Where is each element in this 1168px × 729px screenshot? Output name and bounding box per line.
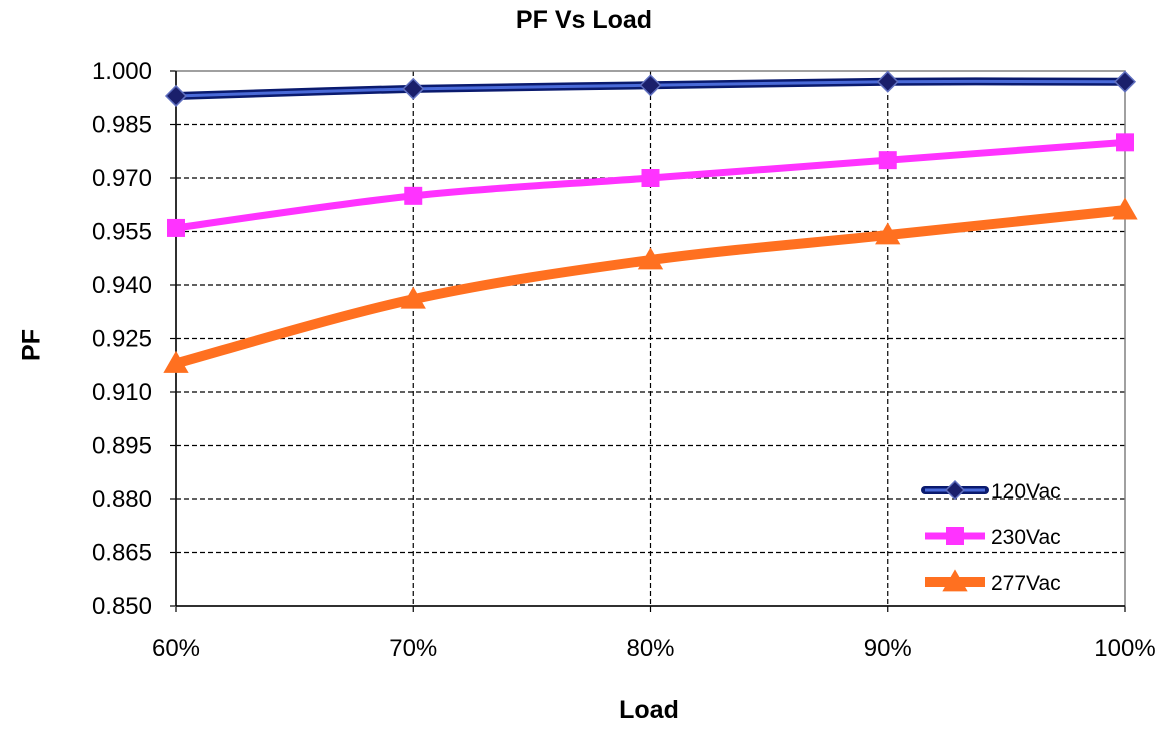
data-point-230Vac [1116,133,1134,152]
data-point-230Vac [404,186,423,205]
y-tick-label: 0.940 [92,272,152,299]
data-point-277Vac [1112,197,1138,220]
legend-label: 277Vac [991,572,1061,595]
x-tick-label: 80% [626,635,674,662]
legend-marker [942,569,968,592]
data-point-120Vac [1113,70,1137,93]
data-point-230Vac [641,169,660,187]
y-tick-label: 0.850 [92,593,152,620]
y-tick-label: 0.955 [92,219,152,246]
data-point-277Vac [637,247,664,270]
y-tick-label: 0.925 [92,326,152,353]
x-tick-label: 70% [389,635,437,662]
data-point-120Vac [876,70,899,93]
y-tick-label: 0.895 [92,433,152,460]
data-point-230Vac [167,218,185,237]
data-point-277Vac [163,350,189,373]
y-tick-label: 0.865 [92,540,152,567]
x-tick-label: 100% [1094,635,1155,662]
x-axis-title: Load [619,696,679,724]
y-tick-label: 0.910 [92,379,152,406]
data-point-277Vac [400,286,426,309]
x-tick-label: 90% [864,635,912,662]
legend-marker [944,479,966,501]
data-point-230Vac [878,151,897,170]
chart-title: PF Vs Load [515,6,653,34]
x-tick-label: 60% [152,635,200,662]
y-tick-label: 0.985 [92,112,152,139]
y-tick-label: 0.880 [92,486,152,513]
data-point-120Vac [402,77,425,100]
data-point-120Vac [639,74,662,97]
y-tick-label: 1.000 [92,58,152,85]
legend-marker [946,527,964,545]
legend-label: 120Vac [991,480,1061,503]
y-tick-label: 0.970 [92,165,152,192]
data-point-120Vac [164,84,188,108]
data-point-277Vac [875,222,901,245]
legend-label: 230Vac [991,526,1061,549]
